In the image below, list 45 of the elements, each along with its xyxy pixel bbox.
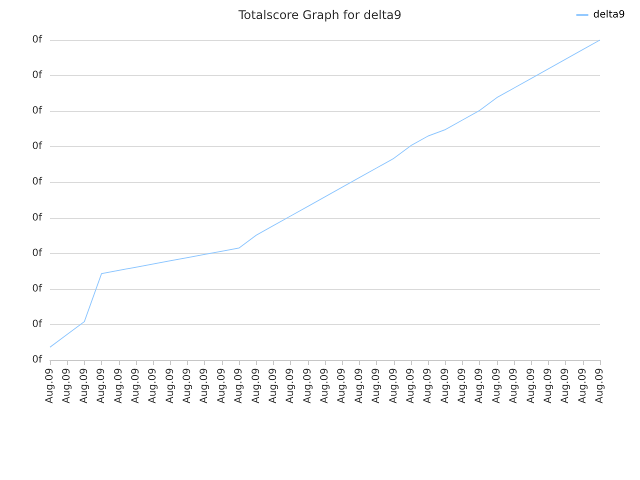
x-tick-label: Aug.09 xyxy=(542,368,554,404)
x-tick-label: Aug.09 xyxy=(130,368,142,404)
x-tick-label: Aug.09 xyxy=(405,368,416,404)
x-tick-label: Aug.09 xyxy=(457,368,468,404)
x-tick-label: Aug.09 xyxy=(302,368,314,404)
x-tick-label: Aug.09 xyxy=(285,368,296,404)
x-tick-label: Aug.09 xyxy=(216,368,228,404)
x-tick-label: Aug.09 xyxy=(268,368,279,404)
x-tick-label: Aug.09 xyxy=(234,368,245,404)
x-tick-label: Aug.09 xyxy=(577,368,588,404)
x-tick-label: Aug.09 xyxy=(199,368,210,404)
legend-label: delta9 xyxy=(593,10,626,20)
x-tick-label: Aug.09 xyxy=(62,368,73,404)
x-tick-label: Aug.09 xyxy=(164,368,176,404)
x-tick-label: Aug.09 xyxy=(78,368,90,404)
x-tick-label: Aug.09 xyxy=(44,368,56,404)
x-tick-label: Aug.09 xyxy=(474,368,486,404)
chart-title: Totalscore Graph for delta9 xyxy=(237,8,402,22)
x-tick-label: Aug.09 xyxy=(250,368,262,404)
x-tick-label: Aug.09 xyxy=(560,368,572,404)
x-tick-label: Aug.09 xyxy=(388,368,400,404)
x-tick-label: Aug.09 xyxy=(182,368,193,404)
x-tick-label: Aug.09 xyxy=(440,368,451,404)
x-tick-label: Aug.09 xyxy=(113,368,124,404)
text: 0f xyxy=(32,34,42,46)
x-tick-label: Aug.09 xyxy=(336,368,348,404)
text: 0f xyxy=(32,283,42,294)
x-tick-label: Aug.09 xyxy=(508,368,520,404)
x-tick-label: Aug.09 xyxy=(148,368,159,404)
text: 0f xyxy=(32,212,42,224)
x-tick-label: Aug.09 xyxy=(371,368,382,404)
x-tick-label: Aug.09 xyxy=(526,368,537,404)
x-tick-label: Aug.09 xyxy=(594,368,606,404)
text: 0f xyxy=(32,106,42,117)
text: 0f xyxy=(32,141,42,152)
text: 0f xyxy=(32,354,42,366)
x-tick-label: Aug.09 xyxy=(96,368,108,404)
text: 0f xyxy=(32,176,42,188)
x-tick-label: Aug.09 xyxy=(354,368,365,404)
x-tick-label: Aug.09 xyxy=(422,368,434,404)
text: 0f xyxy=(32,248,42,259)
text: 0f xyxy=(32,70,42,82)
x-tick-label: Aug.09 xyxy=(491,368,502,404)
text: 0f xyxy=(32,318,42,330)
x-tick-label: Aug.09 xyxy=(320,368,330,404)
